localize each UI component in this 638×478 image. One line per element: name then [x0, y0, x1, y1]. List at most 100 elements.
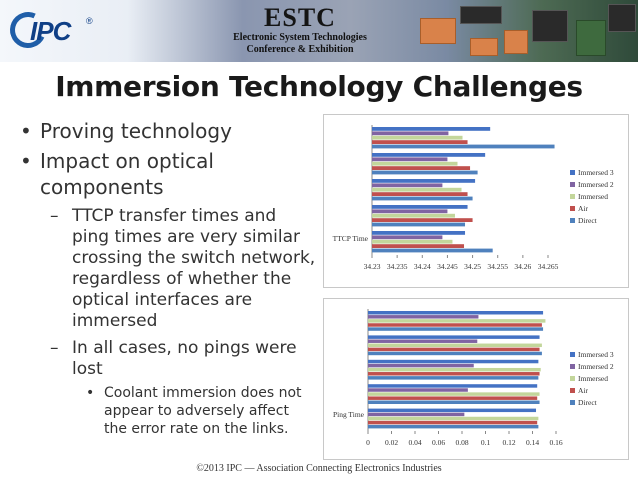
footer-copyright: ©2013 IPC — Association Connecting Elect…: [196, 463, 442, 474]
ping-time-chart: 0 0.02 0.04 0.06 0.08 0.1 0.12 0.14 0.16 Ping Tim…: [333, 309, 614, 447]
x-tick-label: 0.06: [432, 438, 445, 447]
bullet-level3: Coolant immersion does not appear to adv…: [16, 384, 316, 438]
legend-label: Immersed: [578, 192, 608, 201]
slide-title: Immersion Technology Challenges: [55, 70, 583, 103]
banner-title: ESTC: [264, 3, 336, 32]
bar-immersed: [368, 319, 546, 323]
bar-immersed-2: [372, 183, 443, 188]
bar-immersed: [368, 367, 541, 372]
legend-swatch: [570, 400, 575, 405]
bar-immersed-2: [368, 363, 474, 368]
x-tick-label: 0.02: [385, 438, 398, 447]
legend-swatch: [570, 170, 575, 175]
bullet-level2: TTCP transfer times and ping times are v…: [16, 206, 316, 332]
bar-immersed-2: [372, 157, 448, 162]
legend-swatch: [570, 206, 575, 211]
bar-immersed-3: [372, 231, 466, 235]
x-tick-label: 0: [366, 438, 370, 447]
x-tick-label: 34.25: [464, 262, 481, 271]
legend-label: Immersed 2: [578, 362, 614, 371]
legend-label: Air: [578, 204, 589, 213]
bar-immersed-2: [368, 315, 479, 319]
bar-direct: [372, 196, 473, 201]
bar-direct: [372, 144, 555, 149]
bar-immersed: [372, 213, 455, 218]
bar-immersed-3: [368, 311, 544, 315]
x-tick-label: 34.23: [364, 262, 381, 271]
ttcp-time-chart: 34.23 34.235 34.24 34.245 34.25 34.255 34.26 34…: [333, 125, 614, 271]
bar-immersed: [372, 135, 463, 140]
x-tick-label: 34.24: [414, 262, 431, 271]
bar-immersed-2: [368, 412, 465, 417]
bullet-level1: Proving technology: [16, 118, 316, 144]
x-tick-label: 0.16: [549, 438, 562, 447]
bar-immersed-3: [368, 359, 539, 364]
bar-air: [372, 218, 473, 222]
legend-label: Air: [578, 386, 589, 395]
x-tick-label: 0.08: [455, 438, 468, 447]
x-tick-label: 0.1: [481, 438, 491, 447]
bar-immersed-3: [372, 153, 486, 157]
bar-immersed-3: [368, 335, 540, 339]
ttcp-chart-frame: 34.23 34.235 34.24 34.245 34.25 34.255 34.26 34…: [323, 114, 629, 288]
bar-air: [368, 420, 538, 425]
bar-air: [372, 140, 468, 144]
legend-label: Immersed: [578, 374, 608, 383]
legend-swatch: [570, 218, 575, 223]
bar-immersed-2: [368, 339, 478, 343]
bar-direct: [368, 400, 540, 404]
bar-air: [368, 323, 542, 327]
bar-immersed-3: [368, 408, 537, 413]
bar-direct: [372, 222, 466, 227]
bar-immersed: [372, 161, 458, 166]
logo-text: IPC: [30, 16, 71, 46]
bar-immersed: [372, 239, 453, 244]
x-tick-label: 34.26: [514, 262, 531, 271]
bar-air: [372, 192, 468, 196]
bar-immersed-3: [372, 179, 476, 183]
legend-swatch: [570, 388, 575, 393]
bar-immersed-2: [372, 131, 449, 136]
legend-label: Direct: [578, 398, 598, 407]
x-tick-label: 0.12: [502, 438, 515, 447]
x-tick-label: 34.255: [487, 262, 508, 271]
bar-air: [372, 166, 471, 170]
ping-chart-frame: 0 0.02 0.04 0.06 0.08 0.1 0.12 0.14 0.16 Ping Tim…: [323, 298, 629, 460]
legend-label: Immersed 3: [578, 350, 614, 359]
x-tick-label: 34.265: [538, 262, 559, 271]
banner-subtitle-1: Electronic System Technologies: [233, 32, 367, 43]
banner-title-block: ESTC Electronic System Technologies Conf…: [230, 4, 370, 56]
x-tick-label: 34.235: [387, 262, 408, 271]
bar-immersed-3: [372, 205, 468, 209]
bar-direct: [372, 248, 493, 253]
bar-direct: [368, 424, 539, 429]
logo-trademark: ®: [86, 16, 93, 26]
bullet-level2: In all cases, no pings were lost: [16, 338, 316, 380]
bar-immersed: [368, 416, 539, 421]
category-label: Ping Time: [333, 410, 365, 419]
legend-swatch: [570, 376, 575, 381]
bar-direct: [368, 351, 542, 356]
bar-immersed: [368, 392, 540, 396]
bar-direct: [368, 376, 539, 380]
pcb-components-image: [400, 0, 638, 62]
banner-subtitle-2: Conference & Exhibition: [246, 44, 354, 55]
bar-direct: [368, 327, 544, 331]
bar-immersed: [368, 343, 542, 348]
legend-swatch: [570, 194, 575, 199]
legend-label: Immersed 2: [578, 180, 614, 189]
legend-swatch: [570, 352, 575, 357]
bar-immersed-3: [372, 127, 491, 131]
ipc-logo: IPC ®: [4, 6, 93, 54]
conference-banner: IPC ® ESTC Electronic System Technologie…: [0, 0, 638, 62]
x-tick-label: 0.14: [526, 438, 539, 447]
bullet-level1: Impact on optical components: [16, 148, 316, 200]
bar-air: [368, 372, 540, 376]
legend-swatch: [570, 182, 575, 187]
x-tick-label: 0.04: [408, 438, 421, 447]
legend-label: Immersed 3: [578, 168, 614, 177]
bar-immersed-3: [368, 384, 538, 388]
bullet-list: Proving technology Impact on optical comp…: [16, 118, 316, 438]
x-tick-label: 34.245: [437, 262, 458, 271]
bar-air: [368, 396, 538, 400]
